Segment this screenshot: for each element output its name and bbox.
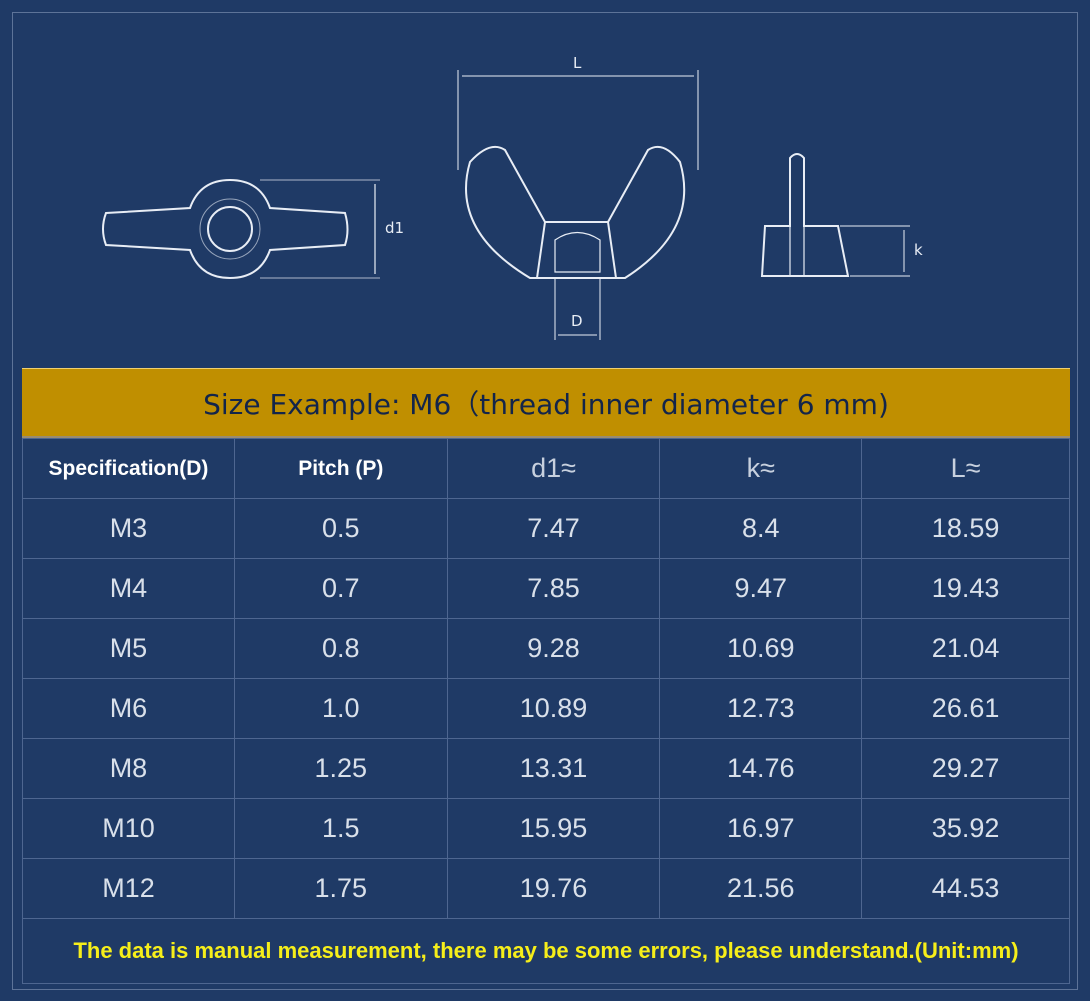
cell: 18.59 <box>861 498 1070 559</box>
table-header-row: Specification(D) Pitch (P) d1≈ k≈ L≈ <box>22 438 1070 499</box>
cell: 1.25 <box>233 738 448 799</box>
cell: 0.5 <box>233 498 448 559</box>
cell: 29.27 <box>861 738 1070 799</box>
cell: 7.47 <box>446 498 661 559</box>
cell: 21.56 <box>659 858 863 919</box>
cell: 0.8 <box>233 618 448 679</box>
cell: M3 <box>22 498 235 559</box>
cell: 19.43 <box>861 558 1070 619</box>
cell: 12.73 <box>659 678 863 739</box>
label-D: D <box>571 312 583 330</box>
table-row: M5 0.8 9.28 10.69 21.04 <box>22 618 1070 679</box>
cell: 8.4 <box>659 498 863 559</box>
header-d1: d1≈ <box>446 438 661 499</box>
header-specification: Specification(D) <box>22 438 235 499</box>
cell: 1.5 <box>233 798 448 859</box>
cell: M5 <box>22 618 235 679</box>
cell: 1.0 <box>233 678 448 739</box>
front-view: L D <box>457 54 699 340</box>
header-pitch: Pitch (P) <box>233 438 448 499</box>
header-L: L≈ <box>861 438 1070 499</box>
cell: 44.53 <box>861 858 1070 919</box>
cell: M8 <box>22 738 235 799</box>
cell: 16.97 <box>659 798 863 859</box>
cell: 10.89 <box>446 678 661 739</box>
label-L: L <box>573 54 582 72</box>
cell: M4 <box>22 558 235 619</box>
cell: 14.76 <box>659 738 863 799</box>
label-d1: d1 <box>385 219 404 237</box>
table-row: M3 0.5 7.47 8.4 18.59 <box>22 498 1070 559</box>
table-row: M4 0.7 7.85 9.47 19.43 <box>22 558 1070 619</box>
cell: 9.28 <box>446 618 661 679</box>
cell: 9.47 <box>659 558 863 619</box>
cell: M6 <box>22 678 235 739</box>
cell: 35.92 <box>861 798 1070 859</box>
top-view: d1 <box>102 178 404 280</box>
cell: 19.76 <box>446 858 661 919</box>
label-k: k <box>914 241 923 259</box>
table-row: M8 1.25 13.31 14.76 29.27 <box>22 738 1070 799</box>
cell: 15.95 <box>446 798 661 859</box>
cell: 10.69 <box>659 618 863 679</box>
cell: 21.04 <box>861 618 1070 679</box>
spec-table: Specification(D) Pitch (P) d1≈ k≈ L≈ M3 0… <box>22 438 1070 919</box>
cell: 7.85 <box>446 558 661 619</box>
cell: M12 <box>22 858 235 919</box>
table-row: M12 1.75 19.76 21.56 44.53 <box>22 858 1070 919</box>
table-row: M6 1.0 10.89 12.73 26.61 <box>22 678 1070 739</box>
cell: 1.75 <box>233 858 448 919</box>
cell: 26.61 <box>861 678 1070 739</box>
side-view: k <box>760 153 923 277</box>
size-example-banner: Size Example: M6（thread inner diameter 6… <box>22 368 1070 438</box>
wing-nut-drawing: d1 L D k <box>102 54 923 340</box>
measurement-note: The data is manual measurement, there ma… <box>22 918 1070 984</box>
cell: 13.31 <box>446 738 661 799</box>
border-frame <box>12 12 1078 990</box>
cell: 0.7 <box>233 558 448 619</box>
table-row: M10 1.5 15.95 16.97 35.92 <box>22 798 1070 859</box>
header-k: k≈ <box>659 438 863 499</box>
cell: M10 <box>22 798 235 859</box>
